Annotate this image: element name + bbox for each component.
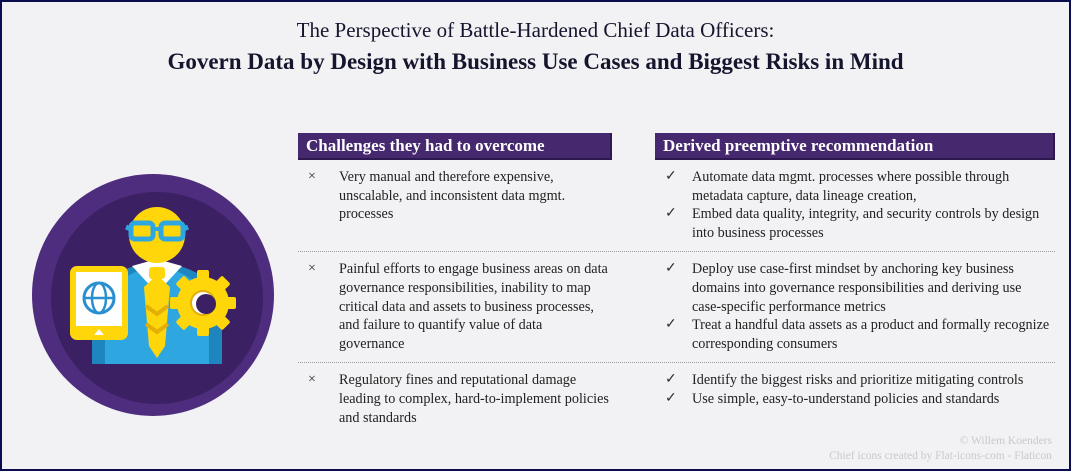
recommendations-cell-2: ✓ Deploy use case-first mindset by ancho… bbox=[655, 260, 1055, 353]
recommendation-item: ✓ Deploy use case-first mindset by ancho… bbox=[655, 260, 1055, 316]
attribution: © Willem Koenders Chief icons created by… bbox=[829, 434, 1052, 464]
challenges-cell-3: × Regulatory fines and reputational dama… bbox=[298, 371, 612, 427]
challenge-item: × Very manual and therefore expensive, u… bbox=[298, 168, 612, 224]
check-icon: ✓ bbox=[665, 372, 677, 388]
challenge-text: Very manual and therefore expensive, uns… bbox=[339, 169, 566, 223]
check-icon: ✓ bbox=[665, 390, 677, 406]
challenge-item: × Regulatory fines and reputational dama… bbox=[298, 371, 612, 427]
recommendation-text: Embed data quality, integrity, and secur… bbox=[692, 206, 1040, 241]
globe-icon bbox=[82, 281, 116, 315]
cross-icon: × bbox=[308, 169, 316, 184]
recommendation-text: Deploy use case-first mindset by anchori… bbox=[692, 261, 1022, 315]
recommendations-header: Derived preemptive recommendation bbox=[655, 133, 1055, 160]
challenges-cell-1: × Very manual and therefore expensive, u… bbox=[298, 168, 612, 242]
tablet-icon bbox=[70, 266, 128, 340]
check-icon: ✓ bbox=[665, 169, 677, 184]
copyright-line: © Willem Koenders bbox=[959, 435, 1052, 447]
cross-icon: × bbox=[308, 261, 316, 277]
check-icon: ✓ bbox=[665, 206, 677, 222]
recommendation-text: Identify the biggest risks and prioritiz… bbox=[692, 372, 1024, 389]
cross-icon: × bbox=[308, 372, 316, 388]
tablet-home-button bbox=[94, 329, 104, 335]
content-row-3: × Regulatory fines and reputational dama… bbox=[298, 363, 1055, 436]
content-row-1: × Very manual and therefore expensive, u… bbox=[298, 160, 1055, 253]
recommendation-item: ✓ Identify the biggest risks and priorit… bbox=[655, 371, 1055, 390]
person-head bbox=[129, 207, 185, 263]
title-block: The Perspective of Battle-Hardened Chief… bbox=[2, 16, 1069, 77]
cdo-badge-svg bbox=[32, 174, 274, 416]
challenge-text: Regulatory fines and reputational damage… bbox=[339, 372, 609, 426]
check-icon: ✓ bbox=[665, 317, 677, 333]
recommendation-text: Treat a handful data assets as a product… bbox=[692, 317, 1050, 352]
necktie bbox=[144, 267, 170, 358]
title-line-1: The Perspective of Battle-Hardened Chief… bbox=[296, 18, 775, 42]
recommendations-cell-3: ✓ Identify the biggest risks and priorit… bbox=[655, 371, 1055, 427]
challenge-item: × Painful efforts to engage business are… bbox=[298, 260, 612, 353]
recommendation-item: ✓ Treat a handful data assets as a produ… bbox=[655, 316, 1055, 353]
challenges-cell-2: × Painful efforts to engage business are… bbox=[298, 260, 612, 353]
challenge-text: Painful efforts to engage business areas… bbox=[339, 261, 608, 352]
recommendation-text: Use simple, easy-to-understand policies … bbox=[692, 390, 1000, 407]
recommendation-text: Automate data mgmt. processes where poss… bbox=[692, 169, 1010, 204]
content-columns: Challenges they had to overcome Derived … bbox=[298, 133, 1055, 436]
challenges-header: Challenges they had to overcome bbox=[298, 133, 612, 160]
glasses-icon bbox=[125, 220, 189, 242]
recommendation-item: ✓ Embed data quality, integrity, and sec… bbox=[655, 205, 1055, 242]
recommendations-cell-1: ✓ Automate data mgmt. processes where po… bbox=[655, 168, 1055, 242]
recommendation-item: ✓ Use simple, easy-to-understand policie… bbox=[655, 390, 1055, 409]
check-icon: ✓ bbox=[665, 261, 677, 277]
chief-data-officer-icon bbox=[32, 174, 274, 416]
gear-icon bbox=[170, 270, 236, 336]
recommendation-item: ✓ Automate data mgmt. processes where po… bbox=[655, 168, 1055, 205]
title-line-2: Govern Data by Design with Business Use … bbox=[167, 49, 904, 74]
icon-credit-line: Chief icons created by Flat-icons-com - … bbox=[829, 450, 1052, 462]
content-row-2: × Painful efforts to engage business are… bbox=[298, 252, 1055, 364]
